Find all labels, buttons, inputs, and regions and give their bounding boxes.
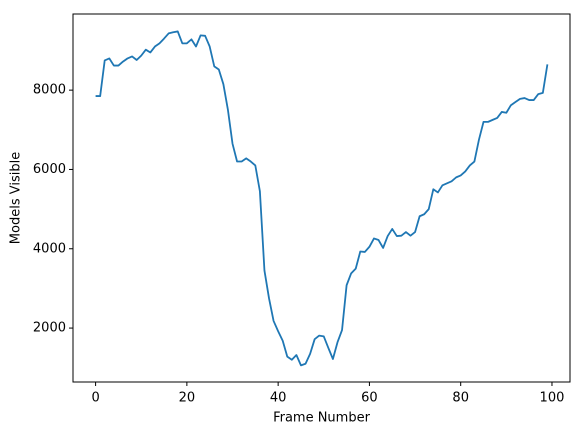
x-axis-label: Frame Number bbox=[273, 411, 371, 426]
x-tick-label: 0 bbox=[91, 391, 99, 406]
plot-frame bbox=[72, 13, 571, 383]
x-tick-label: 60 bbox=[361, 391, 378, 406]
x-tick-label: 80 bbox=[452, 391, 469, 406]
y-tick-label: 2000 bbox=[33, 321, 66, 336]
data-line bbox=[95, 30, 549, 367]
y-tick-label: 6000 bbox=[33, 162, 66, 177]
x-tick-label: 40 bbox=[270, 391, 287, 406]
x-tick-label: 100 bbox=[540, 391, 565, 406]
x-tick-label: 20 bbox=[179, 391, 196, 406]
y-tick-label: 8000 bbox=[33, 83, 66, 98]
y-axis-label: Models Visible bbox=[9, 152, 24, 244]
y-tick-label: 4000 bbox=[33, 241, 66, 256]
